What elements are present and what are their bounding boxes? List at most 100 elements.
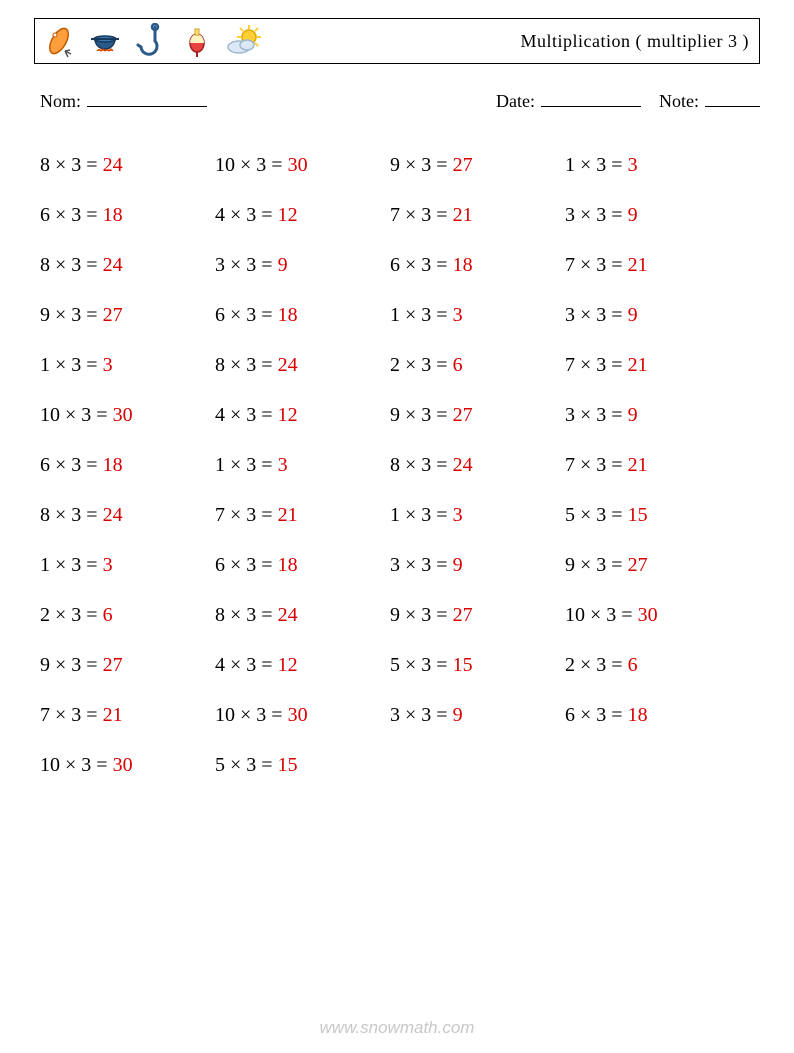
problem-cell: 6 × 3 = 18	[40, 204, 215, 227]
problem-row: 1 × 3 = 36 × 3 = 183 × 3 = 99 × 3 = 27	[40, 540, 760, 590]
problem-question: 1 × 3 =	[390, 304, 453, 326]
float-icon	[179, 23, 215, 59]
problem-question: 8 × 3 =	[40, 154, 103, 176]
name-blank[interactable]	[87, 88, 207, 107]
problem-cell: 9 × 3 = 27	[390, 404, 565, 427]
problem-question: 7 × 3 =	[40, 704, 103, 726]
problem-answer: 3	[278, 454, 288, 476]
problem-row: 8 × 3 = 2410 × 3 = 309 × 3 = 271 × 3 = 3	[40, 140, 760, 190]
problem-cell: 1 × 3 = 3	[40, 354, 215, 377]
problem-question: 4 × 3 =	[215, 204, 278, 226]
problem-cell: 7 × 3 = 21	[215, 504, 390, 527]
problem-question: 7 × 3 =	[565, 354, 628, 376]
problem-cell: 10 × 3 = 30	[40, 754, 215, 777]
problems-grid: 8 × 3 = 2410 × 3 = 309 × 3 = 271 × 3 = 3…	[40, 140, 760, 790]
problem-row: 1 × 3 = 38 × 3 = 242 × 3 = 67 × 3 = 21	[40, 340, 760, 390]
problem-answer: 3	[453, 504, 463, 526]
problem-answer: 12	[278, 204, 298, 226]
problem-cell: 9 × 3 = 27	[390, 154, 565, 177]
problem-row: 6 × 3 = 184 × 3 = 127 × 3 = 213 × 3 = 9	[40, 190, 760, 240]
problem-row: 10 × 3 = 305 × 3 = 15	[40, 740, 760, 790]
problem-answer: 30	[288, 704, 308, 726]
problem-answer: 9	[278, 254, 288, 276]
problem-cell: 8 × 3 = 24	[40, 504, 215, 527]
problem-question: 2 × 3 =	[40, 604, 103, 626]
date-label: Date:	[496, 91, 535, 112]
problem-cell: 10 × 3 = 30	[40, 404, 215, 427]
problem-question: 6 × 3 =	[215, 554, 278, 576]
problem-cell: 9 × 3 = 27	[565, 554, 740, 577]
problem-answer: 27	[103, 654, 123, 676]
problem-cell: 6 × 3 = 18	[390, 254, 565, 277]
problem-question: 7 × 3 =	[565, 454, 628, 476]
problem-cell: 1 × 3 = 3	[40, 554, 215, 577]
problem-cell: 4 × 3 = 12	[215, 404, 390, 427]
problem-cell: 3 × 3 = 9	[565, 404, 740, 427]
problem-cell: 3 × 3 = 9	[565, 304, 740, 327]
problem-cell: 3 × 3 = 9	[390, 704, 565, 727]
problem-cell: 7 × 3 = 21	[565, 454, 740, 477]
problem-row: 8 × 3 = 247 × 3 = 211 × 3 = 35 × 3 = 15	[40, 490, 760, 540]
problem-question: 4 × 3 =	[215, 404, 278, 426]
problem-cell: 5 × 3 = 15	[390, 654, 565, 677]
problem-answer: 9	[628, 404, 638, 426]
problem-question: 1 × 3 =	[390, 504, 453, 526]
problem-answer: 15	[628, 504, 648, 526]
hook-icon	[133, 23, 169, 59]
footer-url: www.snowmath.com	[0, 1018, 794, 1038]
problem-answer: 24	[278, 354, 298, 376]
problem-question: 9 × 3 =	[40, 304, 103, 326]
problem-cell: 6 × 3 = 18	[40, 454, 215, 477]
problem-answer: 6	[103, 604, 113, 626]
problem-row: 7 × 3 = 2110 × 3 = 303 × 3 = 96 × 3 = 18	[40, 690, 760, 740]
problem-cell: 1 × 3 = 3	[390, 504, 565, 527]
problem-cell: 2 × 3 = 6	[390, 354, 565, 377]
problem-cell: 4 × 3 = 12	[215, 654, 390, 677]
problem-question: 8 × 3 =	[215, 354, 278, 376]
header-icons	[41, 23, 265, 59]
problem-answer: 3	[628, 154, 638, 176]
problem-row: 9 × 3 = 27 6 × 3 = 18 1 × 3 = 3 3 × 3 = 9	[40, 290, 760, 340]
problem-answer: 18	[278, 304, 298, 326]
problem-cell: 4 × 3 = 12	[215, 204, 390, 227]
problem-answer: 27	[453, 404, 473, 426]
problem-answer: 9	[628, 304, 638, 326]
problem-question: 5 × 3 =	[215, 754, 278, 776]
problem-answer: 6	[453, 354, 463, 376]
problem-question: 7 × 3 =	[565, 254, 628, 276]
problem-answer: 27	[103, 304, 123, 326]
problem-answer: 21	[628, 254, 648, 276]
problem-answer: 3	[453, 304, 463, 326]
worksheet-title: Multiplication ( multiplier 3 )	[521, 31, 749, 52]
problem-cell: 5 × 3 = 15	[565, 504, 740, 527]
problem-answer: 9	[453, 554, 463, 576]
problem-row: 2 × 3 = 68 × 3 = 249 × 3 = 2710 × 3 = 30	[40, 590, 760, 640]
problem-answer: 21	[453, 204, 473, 226]
sun-cloud-icon	[225, 23, 265, 59]
problem-answer: 18	[628, 704, 648, 726]
problem-question: 3 × 3 =	[390, 554, 453, 576]
note-blank[interactable]	[705, 88, 760, 107]
problem-question: 7 × 3 =	[215, 504, 278, 526]
problem-question: 2 × 3 =	[390, 354, 453, 376]
problem-cell: 8 × 3 = 24	[215, 354, 390, 377]
problem-answer: 21	[628, 354, 648, 376]
problem-cell: 10 × 3 = 30	[215, 704, 390, 727]
problem-cell: 2 × 3 = 6	[565, 654, 740, 677]
date-blank[interactable]	[541, 88, 641, 107]
problem-question: 3 × 3 =	[390, 704, 453, 726]
problem-question: 4 × 3 =	[215, 654, 278, 676]
problem-answer: 18	[103, 454, 123, 476]
problem-cell: 9 × 3 = 27	[390, 604, 565, 627]
problem-answer: 3	[103, 554, 113, 576]
problem-answer: 15	[278, 754, 298, 776]
problem-answer: 30	[113, 404, 133, 426]
problem-question: 6 × 3 =	[215, 304, 278, 326]
problem-answer: 21	[103, 704, 123, 726]
problem-question: 10 × 3 =	[215, 704, 288, 726]
problem-question: 8 × 3 =	[40, 504, 103, 526]
problem-answer: 9	[628, 204, 638, 226]
problem-question: 3 × 3 =	[565, 304, 628, 326]
problem-question: 3 × 3 =	[215, 254, 278, 276]
problem-question: 5 × 3 =	[565, 504, 628, 526]
